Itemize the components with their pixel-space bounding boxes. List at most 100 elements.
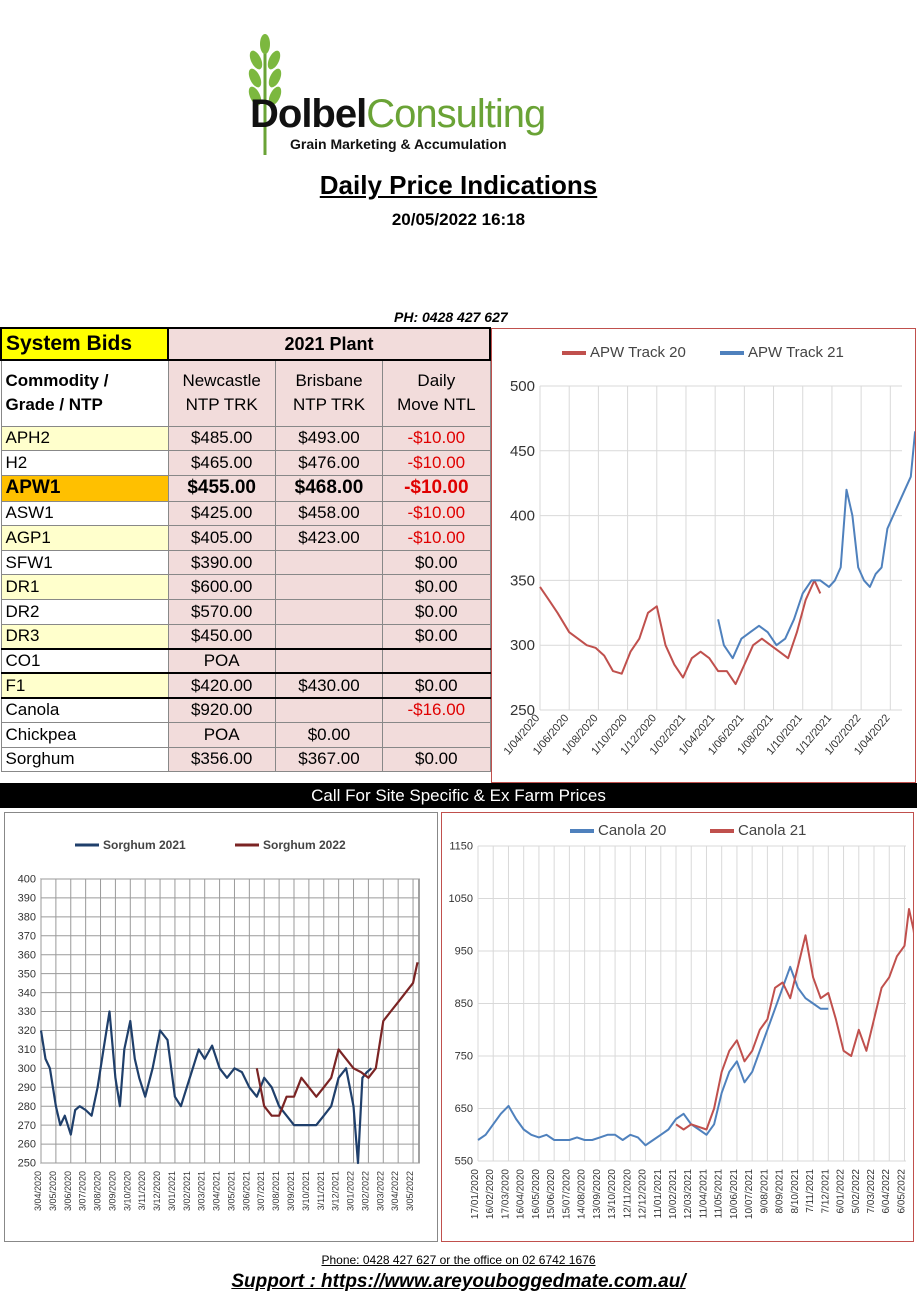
x-tick-label: 5/02/2022 bbox=[851, 1169, 862, 1214]
x-tick-label: 15/06/2020 bbox=[546, 1169, 557, 1219]
series-line bbox=[477, 965, 829, 1147]
x-tick-label: 14/08/2020 bbox=[577, 1169, 588, 1219]
grade-cell: DR1 bbox=[0, 574, 169, 601]
y-tick-label: 250 bbox=[510, 702, 535, 719]
y-tick-label: 380 bbox=[18, 912, 36, 924]
apw-chart: 250 300 350 400 450 500 1/04/2020 1/06/2020 1/08… bbox=[491, 328, 916, 783]
series-line bbox=[675, 908, 913, 1131]
x-tick-label: 3/03/2022 bbox=[375, 1171, 385, 1211]
x-tick-label: 3/09/2020 bbox=[107, 1171, 117, 1211]
brisbane-cell: $458.00 bbox=[274, 500, 384, 527]
y-tick-label: 1050 bbox=[449, 893, 473, 905]
x-tick-label: 3/05/2021 bbox=[226, 1171, 236, 1211]
x-tick-label: 10/06/2021 bbox=[729, 1169, 740, 1219]
table-row: AGP1 $405.00 $423.00 -$10.00 bbox=[0, 525, 491, 551]
brisbane-cell bbox=[274, 697, 384, 724]
newcastle-cell: POA bbox=[167, 722, 276, 748]
move-cell: -$10.00 bbox=[382, 450, 491, 476]
x-tick-label: 3/11/2021 bbox=[316, 1171, 326, 1210]
x-tick-label: 3/05/2020 bbox=[48, 1171, 58, 1211]
move-cell: -$10.00 bbox=[382, 425, 491, 452]
y-tick-label: 250 bbox=[18, 1158, 36, 1170]
move-cell: -$10.00 bbox=[382, 474, 491, 502]
company-logo: DolbelConsulting Grain Marketing & Accum… bbox=[238, 30, 608, 155]
x-tick-label: 16/04/2020 bbox=[516, 1169, 527, 1219]
x-tick-label: 8/09/2021 bbox=[775, 1169, 786, 1214]
newcastle-cell: $485.00 bbox=[167, 425, 276, 452]
table-row: DR1 $600.00 $0.00 bbox=[0, 574, 491, 601]
grade-cell: H2 bbox=[0, 450, 169, 476]
y-tick-label: 400 bbox=[18, 874, 36, 886]
x-tick-label: 16/02/2020 bbox=[485, 1169, 496, 1219]
y-tick-label: 310 bbox=[18, 1044, 36, 1056]
grade-cell: F1 bbox=[0, 672, 169, 699]
y-tick-label: 350 bbox=[18, 968, 36, 980]
move-cell bbox=[382, 722, 491, 748]
move-cell: -$10.00 bbox=[382, 525, 491, 551]
y-tick-label: 500 bbox=[510, 378, 535, 395]
col-newcastle: Newcastle NTP TRK bbox=[167, 359, 276, 427]
y-tick-label: 300 bbox=[18, 1063, 36, 1075]
x-tick-label: 16/05/2020 bbox=[531, 1169, 542, 1219]
x-tick-label: 3/05/2022 bbox=[405, 1171, 415, 1211]
y-tick-label: 330 bbox=[18, 1006, 36, 1018]
table-row: SFW1 $390.00 $0.00 bbox=[0, 549, 491, 576]
phone-number: PH: 0428 427 627 bbox=[394, 309, 508, 325]
brisbane-cell: $367.00 bbox=[274, 746, 384, 773]
x-tick-label: 7/11/2021 bbox=[805, 1169, 816, 1213]
y-tick-label: 400 bbox=[510, 508, 535, 525]
brisbane-cell bbox=[274, 599, 384, 625]
x-tick-label: 11/01/2021 bbox=[653, 1169, 664, 1219]
grade-cell: AGP1 bbox=[0, 525, 169, 551]
legend-label: Sorghum 2021 bbox=[103, 838, 186, 852]
brisbane-cell bbox=[274, 648, 384, 675]
x-tick-label: 3/06/2020 bbox=[63, 1171, 73, 1211]
newcastle-cell: $390.00 bbox=[167, 549, 276, 576]
grade-cell: APW1 bbox=[0, 474, 169, 502]
table-row: Canola $920.00 -$16.00 bbox=[0, 697, 491, 724]
footer-phone: Phone: 0428 427 627 or the office on 02 … bbox=[321, 1253, 596, 1267]
brisbane-cell: $493.00 bbox=[274, 425, 384, 452]
x-tick-label: 3/10/2020 bbox=[122, 1171, 132, 1211]
x-tick-label: 3/08/2020 bbox=[93, 1171, 103, 1211]
y-tick-label: 340 bbox=[18, 987, 36, 999]
brisbane-cell bbox=[274, 574, 384, 601]
y-tick-label: 950 bbox=[455, 946, 473, 958]
table-row: DR2 $570.00 $0.00 bbox=[0, 599, 491, 625]
move-cell: $0.00 bbox=[382, 599, 491, 625]
newcastle-cell: POA bbox=[167, 648, 276, 675]
x-tick-label: 3/02/2021 bbox=[182, 1171, 192, 1211]
x-tick-label: 13/10/2020 bbox=[607, 1169, 618, 1219]
brisbane-cell: $0.00 bbox=[274, 722, 384, 748]
y-tick-label: 650 bbox=[455, 1103, 473, 1115]
x-tick-label: 10/02/2021 bbox=[668, 1169, 679, 1219]
move-cell: $0.00 bbox=[382, 623, 491, 650]
newcastle-cell: $570.00 bbox=[167, 599, 276, 625]
footer-support-link[interactable]: Support : https://www.areyouboggedmate.c… bbox=[231, 1271, 686, 1292]
move-cell: $0.00 bbox=[382, 549, 491, 576]
x-tick-label: 9/08/2021 bbox=[759, 1169, 770, 1214]
x-tick-label: 3/04/2020 bbox=[33, 1171, 43, 1211]
table-row: F1 $420.00 $430.00 $0.00 bbox=[0, 672, 491, 699]
col-brisbane: Brisbane NTP TRK bbox=[274, 359, 384, 427]
newcastle-cell: $405.00 bbox=[167, 525, 276, 551]
brisbane-cell: $476.00 bbox=[274, 450, 384, 476]
y-tick-label: 290 bbox=[18, 1082, 36, 1094]
x-tick-label: 12/03/2021 bbox=[683, 1169, 694, 1219]
series-line bbox=[255, 962, 419, 1117]
y-tick-label: 390 bbox=[18, 893, 36, 905]
x-tick-label: 3/06/2021 bbox=[241, 1171, 251, 1211]
x-tick-label: 6/01/2022 bbox=[836, 1169, 847, 1214]
table-row: Sorghum $356.00 $367.00 $0.00 bbox=[0, 746, 491, 773]
canola-chart: 550 650 750 850 950 1050 1150 17/01/2020 16/02/2… bbox=[441, 812, 914, 1242]
y-tick-label: 750 bbox=[455, 1051, 473, 1063]
x-tick-label: 12/11/2020 bbox=[622, 1169, 633, 1219]
brisbane-cell: $430.00 bbox=[274, 672, 384, 699]
y-tick-label: 550 bbox=[455, 1156, 473, 1168]
brisbane-cell: $468.00 bbox=[274, 474, 384, 502]
table-row: H2 $465.00 $476.00 -$10.00 bbox=[0, 450, 491, 476]
system-bids-label: System Bids bbox=[0, 327, 169, 361]
newcastle-cell: $450.00 bbox=[167, 623, 276, 650]
x-tick-label: 3/03/2021 bbox=[197, 1171, 207, 1211]
x-tick-label: 3/01/2021 bbox=[167, 1171, 177, 1211]
